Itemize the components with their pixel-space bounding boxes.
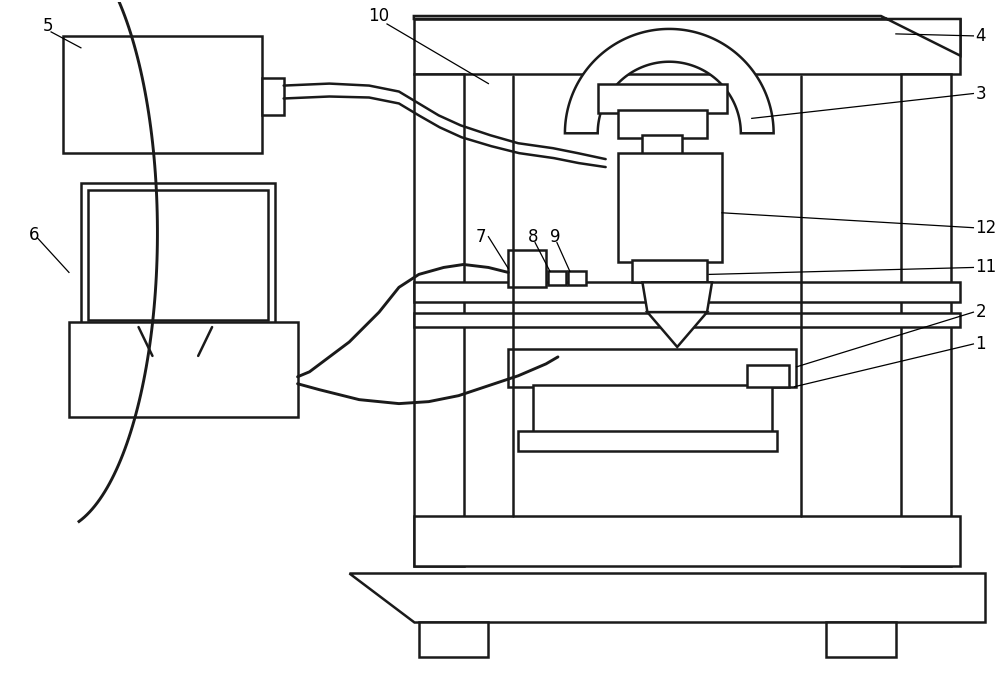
- Text: 5: 5: [43, 17, 54, 35]
- Polygon shape: [349, 573, 985, 622]
- Text: 2: 2: [975, 303, 986, 321]
- Bar: [414, 19, 960, 74]
- Bar: [518, 432, 777, 451]
- Bar: [69, 322, 298, 417]
- Text: 4: 4: [975, 27, 986, 45]
- Bar: [63, 36, 262, 153]
- Text: 6: 6: [29, 226, 40, 243]
- Bar: [548, 271, 566, 285]
- Bar: [88, 190, 268, 320]
- Bar: [618, 153, 722, 263]
- Bar: [262, 78, 284, 115]
- Bar: [414, 516, 960, 565]
- Bar: [747, 365, 789, 387]
- Polygon shape: [642, 282, 712, 312]
- Bar: [81, 183, 275, 327]
- Text: 3: 3: [975, 85, 986, 102]
- Text: 9: 9: [550, 228, 560, 246]
- Bar: [632, 261, 707, 282]
- Bar: [618, 110, 707, 138]
- Bar: [901, 74, 951, 565]
- Bar: [568, 271, 586, 285]
- Text: 10: 10: [368, 7, 390, 25]
- Text: 7: 7: [476, 228, 486, 246]
- Bar: [533, 385, 772, 434]
- Bar: [414, 74, 464, 565]
- Bar: [508, 349, 796, 387]
- Bar: [414, 282, 960, 302]
- Bar: [419, 622, 488, 657]
- Bar: [508, 250, 546, 287]
- Text: 8: 8: [528, 228, 538, 246]
- Text: 1: 1: [975, 335, 986, 353]
- Bar: [414, 313, 960, 327]
- Text: 11: 11: [975, 258, 997, 276]
- Bar: [826, 622, 896, 657]
- Text: 12: 12: [975, 219, 997, 237]
- Polygon shape: [565, 29, 774, 133]
- Polygon shape: [414, 16, 960, 56]
- Polygon shape: [647, 312, 707, 347]
- Bar: [642, 135, 682, 155]
- Bar: [598, 84, 727, 113]
